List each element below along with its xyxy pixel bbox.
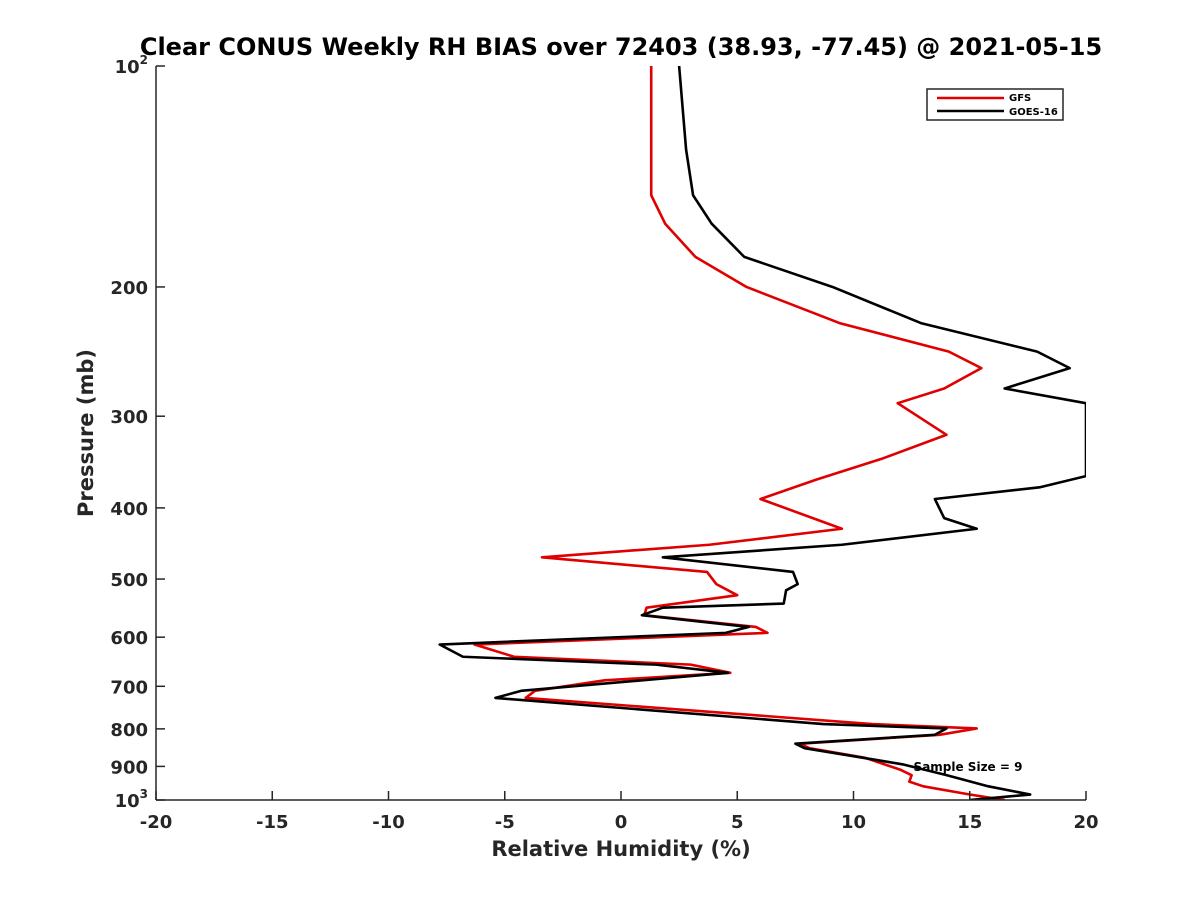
x-tick-label: -10	[372, 812, 405, 833]
x-tick-label: -20	[140, 812, 173, 833]
y-tick-label: 102	[115, 53, 148, 78]
y-tick-label: 200	[110, 278, 148, 299]
x-tick-label: -5	[495, 812, 515, 833]
chart-title: Clear CONUS Weekly RH BIAS over 72403 (3…	[140, 33, 1102, 61]
plot-area	[438, 66, 1086, 800]
x-tick-label: 10	[841, 812, 866, 833]
x-tick-label: 5	[731, 812, 744, 833]
y-axis-label: Pressure (mb)	[74, 349, 98, 517]
series-line-goes-16	[438, 66, 1086, 800]
legend: GFS GOES-16	[926, 88, 1064, 121]
y-tick-label: 600	[110, 628, 148, 649]
x-axis-label: Relative Humidity (%)	[491, 837, 750, 861]
y-tick-label: 500	[110, 570, 148, 591]
x-tick-label: 0	[615, 812, 628, 833]
y-tick-label: 400	[110, 499, 148, 520]
y-tick-label: 103	[115, 787, 148, 812]
x-tick-label: -15	[256, 812, 289, 833]
y-tick-label: 700	[110, 677, 148, 698]
series-group	[438, 66, 1086, 800]
x-axis-ticks: -20 -15 -10 -5 0 5 10 15 20	[140, 791, 1099, 833]
legend-label-goes-16: GOES-16	[1009, 107, 1058, 118]
y-axis-ticks: 102 200 300 400 500 600 700 800 900 103	[110, 53, 165, 812]
legend-label-gfs: GFS	[1009, 93, 1031, 104]
x-tick-label: 20	[1073, 812, 1098, 833]
sample-size-annotation: Sample Size = 9	[914, 760, 1023, 774]
y-tick-label: 800	[110, 720, 148, 741]
y-tick-label: 900	[110, 757, 148, 778]
x-tick-label: 15	[957, 812, 982, 833]
y-tick-label: 300	[110, 407, 148, 428]
legend-box	[926, 88, 1064, 121]
